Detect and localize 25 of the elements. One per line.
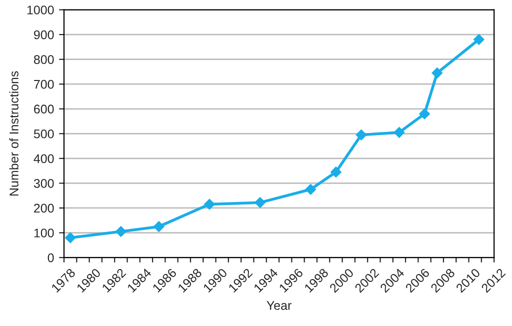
point [254,197,266,208]
x-axis-title: Year [266,301,292,310]
point [204,198,215,210]
y-tick-label: 100 [34,228,54,238]
y-tick-label: 1000 [27,6,54,14]
y-tick-label: 500 [34,129,54,138]
y-tick-label: 300 [34,179,54,188]
point [473,34,484,45]
point [64,232,76,244]
point [432,68,443,78]
y-tick-label: 0 [48,253,54,262]
y-tick-label: 700 [34,80,54,89]
point [153,221,164,232]
point [330,166,342,178]
y-tick-label: 800 [34,55,54,64]
y-tick-label: 900 [34,30,54,40]
y-axis-title: Number of Instructions [9,71,18,196]
point [115,226,126,237]
point [419,108,430,120]
point [305,184,316,195]
y-tick-label: 600 [34,104,54,114]
point [394,126,405,138]
y-tick-label: 200 [34,204,54,213]
y-tick-label: 400 [34,154,54,164]
point [356,129,367,140]
